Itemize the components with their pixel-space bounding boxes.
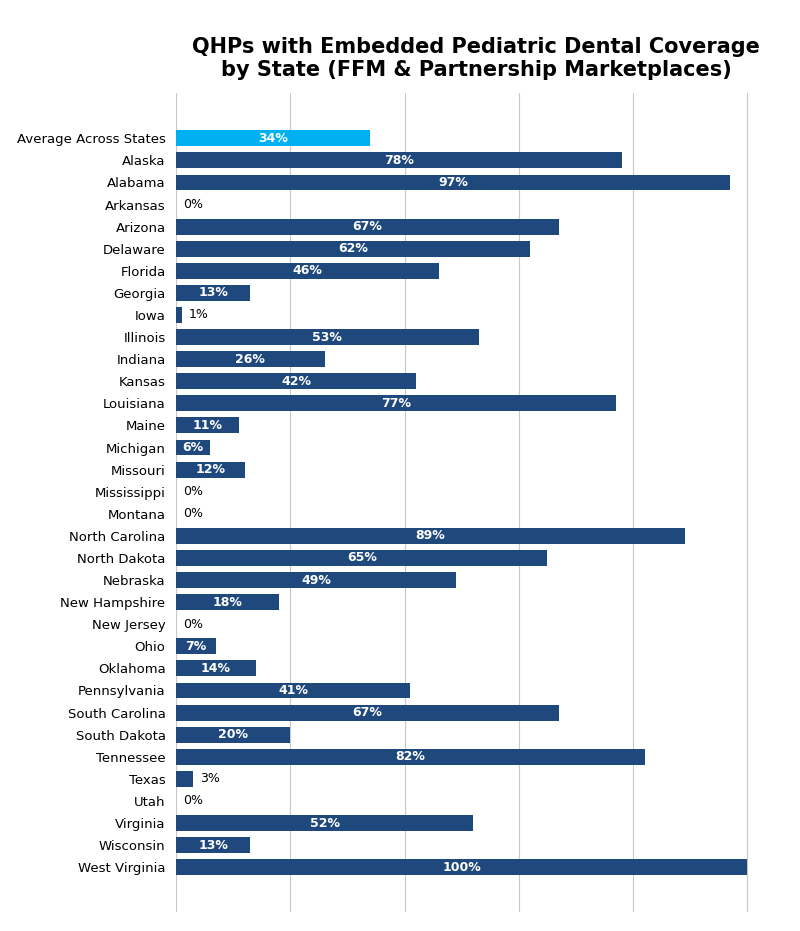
Text: 49%: 49% (301, 573, 331, 587)
Text: 0%: 0% (183, 198, 203, 211)
Text: 65%: 65% (346, 551, 377, 564)
Text: 42%: 42% (281, 375, 311, 387)
Bar (176, 837, 250, 853)
Text: 3%: 3% (200, 773, 220, 786)
Text: 41%: 41% (278, 684, 308, 697)
Text: 18%: 18% (213, 596, 242, 609)
Bar (176, 705, 559, 721)
Text: 34%: 34% (258, 132, 288, 145)
Bar (176, 241, 530, 257)
Text: 1%: 1% (189, 308, 209, 321)
Text: 100%: 100% (442, 860, 481, 873)
Bar (176, 330, 479, 345)
Text: 13%: 13% (198, 287, 228, 300)
Bar (176, 682, 410, 698)
Text: 97%: 97% (438, 176, 468, 189)
Text: 82%: 82% (395, 750, 426, 763)
Bar (176, 639, 216, 654)
Text: 11%: 11% (193, 419, 222, 432)
Text: 52%: 52% (310, 816, 339, 830)
Text: 20%: 20% (218, 728, 248, 741)
Text: 67%: 67% (353, 706, 382, 719)
Bar (176, 815, 473, 831)
Text: 46%: 46% (293, 264, 322, 277)
Bar (176, 727, 290, 743)
Text: 0%: 0% (183, 507, 203, 520)
Bar (176, 219, 559, 235)
Text: 67%: 67% (353, 220, 382, 233)
Text: 26%: 26% (235, 353, 266, 366)
Text: 6%: 6% (182, 441, 204, 454)
Bar (176, 462, 245, 478)
Bar (176, 550, 547, 566)
Bar (176, 307, 182, 323)
Text: 12%: 12% (195, 463, 226, 476)
Bar (176, 528, 685, 544)
Text: 53%: 53% (313, 331, 342, 344)
Bar (176, 749, 645, 764)
Bar (176, 153, 622, 169)
Text: 14%: 14% (201, 662, 231, 675)
Bar (176, 594, 279, 610)
Bar (176, 174, 730, 191)
Text: 0%: 0% (183, 485, 203, 498)
Text: 13%: 13% (198, 839, 228, 852)
Text: 77%: 77% (381, 397, 411, 410)
Text: 89%: 89% (415, 530, 445, 543)
Text: 7%: 7% (186, 640, 206, 653)
Bar (176, 572, 456, 588)
Bar (176, 771, 193, 787)
Text: 0%: 0% (183, 794, 203, 807)
Bar (176, 130, 370, 146)
Bar (176, 859, 747, 875)
Bar (176, 285, 250, 301)
Bar (176, 396, 616, 412)
Text: 62%: 62% (338, 242, 368, 255)
Bar (176, 439, 210, 455)
Bar (176, 351, 325, 367)
Bar (176, 263, 439, 278)
Bar (176, 417, 239, 434)
Title: QHPs with Embedded Pediatric Dental Coverage
by State (FFM & Partnership Marketp: QHPs with Embedded Pediatric Dental Cove… (192, 37, 760, 80)
Text: 0%: 0% (183, 618, 203, 630)
Bar (176, 660, 256, 676)
Bar (176, 373, 416, 389)
Text: 78%: 78% (384, 154, 414, 167)
